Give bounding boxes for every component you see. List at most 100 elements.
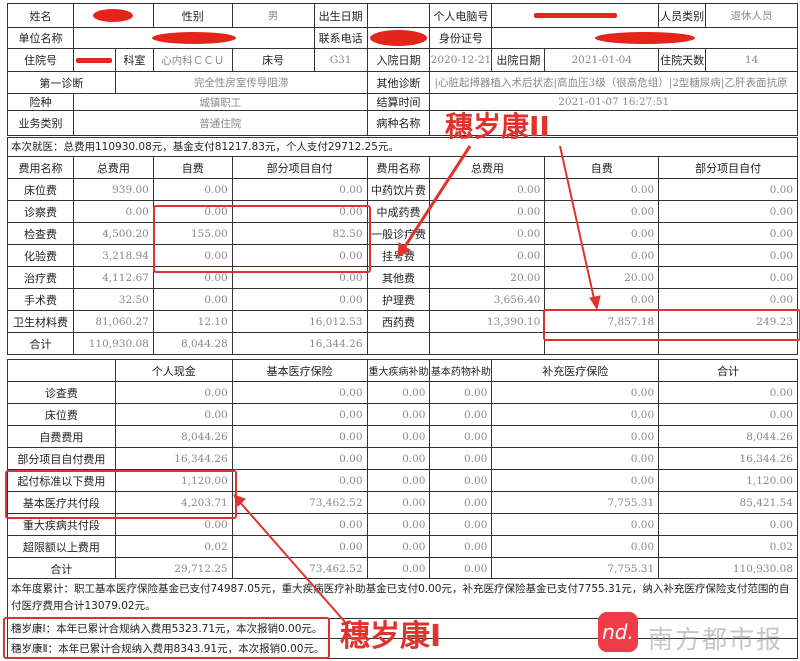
cell-value: 0.00 — [231, 200, 367, 222]
redacted-value — [72, 48, 115, 71]
fee-table: 费用名称 总费用 自费 部分项目自付 费用名称 总费用 自费 部分项目自付 床位费 939.00 0… — [7, 156, 798, 355]
field-value: 2021-01-07 16:27:51 — [429, 93, 797, 110]
info-row: 单位名称 联系电话 身份证号 — [7, 27, 797, 48]
field-value: 城镇职工 — [72, 93, 367, 110]
redacted-value — [366, 27, 430, 48]
field-value: 退休人员 — [705, 3, 798, 27]
cell-value: 0.00 — [231, 178, 367, 200]
cell-value: 3,656.40 — [429, 288, 545, 310]
table-row: 检查费 4,500.20 155.00 82.50 一般诊疗费 0.00 0.00 0.00 — [7, 222, 798, 244]
cell-value: 0.00 — [658, 178, 798, 200]
redaction-mark — [594, 32, 695, 44]
field-label: 联系电话 — [313, 27, 367, 48]
cell-value: 0.00 — [429, 381, 492, 403]
cell-value: 0.00 — [114, 513, 232, 535]
cell-value: 0.00 — [429, 178, 545, 200]
cell-value: 0.00 — [366, 403, 430, 425]
cell-value: 0.00 — [491, 447, 659, 469]
cell-value: 29,712.25 — [114, 557, 232, 579]
field-value: 2021-01-04 — [544, 48, 659, 71]
cell-value: 0.00 — [429, 447, 492, 469]
field-label: 出院日期 — [491, 48, 545, 71]
redaction-mark — [76, 57, 113, 63]
row-label: 诊察费 — [7, 200, 73, 222]
cell-value: 0.00 — [152, 178, 232, 200]
cell-value: 0.00 — [658, 266, 798, 288]
column-header — [7, 359, 115, 381]
visit-summary-text: 本次就医：总费用110930.08元，基金支付81217.83元，个人支付297… — [7, 137, 797, 156]
cell-value: 0.00 — [231, 469, 367, 491]
column-header: 合计 — [658, 359, 797, 381]
info-row: 第一诊断 完全性房室传导阻滞 其他诊断 |心脏起搏器植入术后状态|高血压3级（很高危组… — [7, 71, 797, 93]
cell-value: 0.00 — [429, 200, 545, 222]
cell-value: 81,060.27 — [72, 310, 153, 332]
row-label: 床位费 — [7, 403, 115, 425]
field-value: 男 — [231, 3, 314, 27]
cell-value: 0.00 — [429, 491, 492, 513]
cell-value: 8,044.26 — [658, 425, 797, 447]
cell-value: 1,120.00 — [114, 469, 232, 491]
cell-value: 16,012.53 — [231, 310, 367, 332]
cell-value: 0.00 — [429, 244, 545, 266]
watermark-logo: nd. — [598, 612, 638, 652]
cell-value: 8,044.26 — [114, 425, 232, 447]
row-label: 床位费 — [7, 178, 73, 200]
field-label: 科室 — [114, 48, 153, 71]
column-header: 个人现金 — [114, 359, 232, 381]
field-label: 病种名称 — [366, 110, 430, 135]
field-value: 14 — [705, 48, 798, 71]
field-label: 其他诊断 — [366, 71, 430, 93]
cell-value: 32.50 — [72, 288, 153, 310]
cell-value: 0.00 — [429, 222, 545, 244]
table-row: 卫生材料费 81,060.27 12.10 16,012.53 西药费 13,390.10… — [7, 310, 798, 332]
table-header-row: 个人现金 基本医疗保险 重大疾病补助 基本药物补助 补充医疗保险 合计 — [7, 359, 797, 381]
cell-value: 0.00 — [366, 447, 430, 469]
cell-value: 0.00 — [544, 288, 659, 310]
cell-value: 12.10 — [152, 310, 232, 332]
cell-value: 0.00 — [429, 513, 492, 535]
cell-value: 4,500.20 — [72, 222, 153, 244]
cell-value: 0.00 — [429, 469, 492, 491]
cell-value: 3,218.94 — [72, 244, 153, 266]
cell-value: 0.00 — [231, 381, 367, 403]
patient-info-table: 姓名 性别男出生日期 个人电脑号 人员类别 退休人员 单位名称 联系电话 身份证号 住院号 科室心… — [7, 3, 798, 136]
cell-value: 0.00 — [491, 535, 659, 557]
info-row: 险种 城镇职工 结算时间 2021-01-07 16:27:51 — [7, 93, 797, 110]
field-label: 业务类别 — [7, 110, 73, 135]
field-value: 普通住院 — [72, 110, 367, 135]
row-label: 中成药费 — [366, 200, 430, 222]
field-label: 床号 — [231, 48, 314, 71]
info-row: 住院号 科室 心内科ＣＣＵ 床号 G31 入院日期 2020-12-21 出院日期 2021-0… — [7, 48, 798, 71]
cell-value: 0.00 — [658, 403, 797, 425]
cell-value: 0.00 — [658, 244, 798, 266]
column-header: 补充医疗保险 — [491, 359, 659, 381]
row-label: 自费费用 — [7, 425, 115, 447]
cell-value: 0.00 — [429, 557, 492, 579]
cell-value: 0.00 — [152, 288, 232, 310]
highlight-box-exam-fees — [153, 205, 371, 273]
row-label: 护理费 — [366, 288, 430, 310]
cell-value: 0.00 — [491, 513, 659, 535]
row-label: 基本医疗共付段 — [7, 491, 115, 513]
table-row: 床位费 939.00 0.00 0.00 中药饮片费 0.00 0.00 0.00 — [7, 178, 798, 200]
row-label: 其他费 — [366, 266, 430, 288]
cell-value: 73,462.52 — [231, 491, 367, 513]
redacted-value — [491, 27, 797, 48]
row-label: 检查费 — [7, 222, 73, 244]
table-header-row: 费用名称 总费用 自费 部分项目自付 费用名称 总费用 自费 部分项目自付 — [7, 156, 798, 178]
column-header: 部分项目自付 — [658, 156, 798, 178]
column-header: 自费 — [152, 156, 232, 178]
cell-value: 16,344.26 — [231, 332, 367, 354]
cell-value: 0.00 — [366, 513, 430, 535]
cell-value: 0.00 — [366, 469, 430, 491]
cell-value: 0.02 — [114, 535, 232, 557]
redacted-value — [72, 27, 314, 48]
column-header: 费用名称 — [7, 156, 73, 178]
table-row: 治疗费 4,112.67 0.00 0.00 其他费 20.00 20.00 0.00 — [7, 266, 798, 288]
cell-value: 0.00 — [491, 425, 659, 447]
arrow-icon — [233, 494, 346, 623]
cell-value: 110,930.08 — [658, 557, 797, 579]
annotation-label-suisuikang-2: 穗岁康II — [445, 110, 550, 143]
